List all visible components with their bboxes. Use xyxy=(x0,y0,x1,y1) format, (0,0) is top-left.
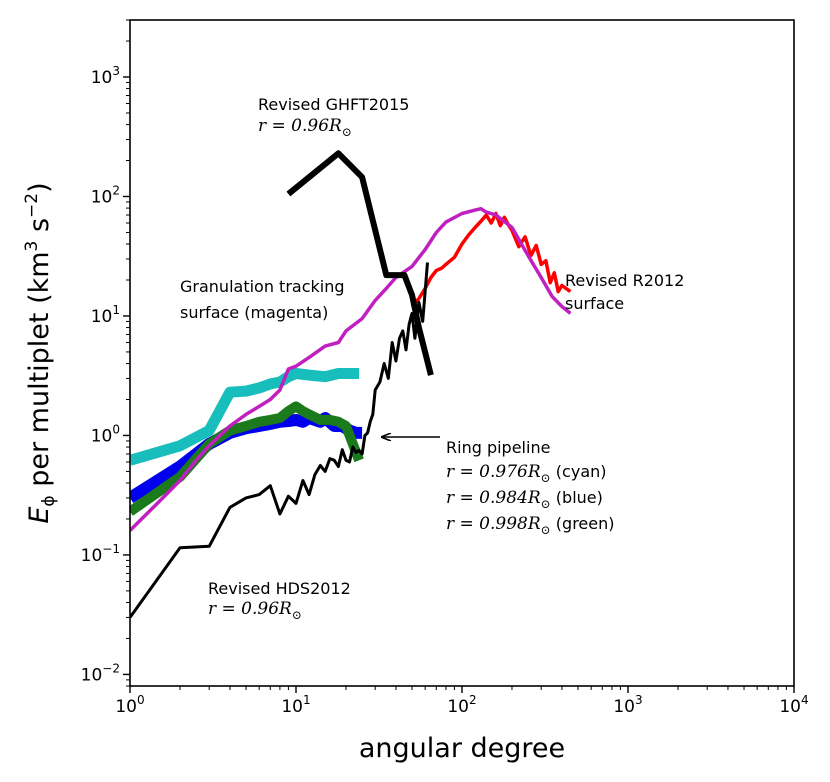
series-line-2 xyxy=(130,401,364,516)
annotation-hds: Revised HDS2012 r = 0.96R⊙ xyxy=(208,579,351,622)
y-axis-end: ) xyxy=(24,182,55,193)
annotation-r2012: Revised R2012 surface xyxy=(565,271,684,313)
y-axis-sup2: −2 xyxy=(22,193,42,218)
y-axis-sup1: 3 xyxy=(22,241,42,252)
tick-layer: 100 101 102 103 104 10−2 10−1 100 101 102 103 xyxy=(81,19,809,717)
annotation-hds-math: r = 0.96R⊙ xyxy=(208,599,302,622)
annotation-ring-row-cyan: r = 0.976R⊙ (cyan) xyxy=(446,462,607,485)
plot-frame xyxy=(129,19,795,687)
x-tick-label-3: 103 xyxy=(613,693,642,717)
annotation-granulation-line1: Granulation tracking xyxy=(180,277,345,296)
annotation-ghft-math: r = 0.96R⊙ xyxy=(258,116,352,139)
x-tick-label-4: 104 xyxy=(779,693,808,717)
x-tick-label-1: 101 xyxy=(281,693,310,717)
y-tick-label-4: 102 xyxy=(91,183,120,207)
series-layer xyxy=(130,150,572,619)
y-tick-label-1: 10−1 xyxy=(81,542,120,566)
series-line-5 xyxy=(130,262,429,619)
x-axis-title: angular degree xyxy=(359,733,565,764)
y-axis-mid: s xyxy=(24,218,55,241)
series-line-0 xyxy=(130,368,360,466)
series-line-3 xyxy=(410,211,572,308)
annotation-ring-title: Ring pipeline xyxy=(446,438,550,457)
series-line-6 xyxy=(286,150,434,376)
annotation-ring: Ring pipeline r = 0.976R⊙ (cyan) r = 0.9… xyxy=(382,437,615,537)
y-axis-text: per multiplet (km xyxy=(24,251,55,495)
annotation-granulation-line2: surface (magenta) xyxy=(180,303,328,322)
x-tick-label-0: 100 xyxy=(115,693,144,717)
annotation-ring-row-green: r = 0.998R⊙ (green) xyxy=(446,514,615,537)
y-axis-title: Eϕ per multiplet (km3 s−2) xyxy=(22,182,59,523)
y-axis-symbol: E xyxy=(24,507,55,524)
y-tick-label-0: 10−2 xyxy=(81,661,120,685)
annotation-r2012-line1: Revised R2012 xyxy=(565,271,684,290)
series-line-4 xyxy=(130,206,572,532)
annotation-ring-row-blue: r = 0.984R⊙ (blue) xyxy=(446,488,603,511)
y-tick-label-3: 101 xyxy=(91,303,120,327)
annotation-ghft: Revised GHFT2015 r = 0.96R⊙ xyxy=(258,95,409,139)
y-tick-label-2: 100 xyxy=(91,422,120,446)
annotation-ghft-title: Revised GHFT2015 xyxy=(258,95,409,114)
annotation-r2012-line2: surface xyxy=(565,294,624,313)
y-tick-label-5: 103 xyxy=(91,64,120,88)
annotation-granulation: Granulation tracking surface (magenta) xyxy=(180,277,345,322)
x-tick-label-2: 102 xyxy=(447,693,476,717)
y-axis-subscript: ϕ xyxy=(39,495,59,506)
annotation-hds-title: Revised HDS2012 xyxy=(208,579,351,598)
